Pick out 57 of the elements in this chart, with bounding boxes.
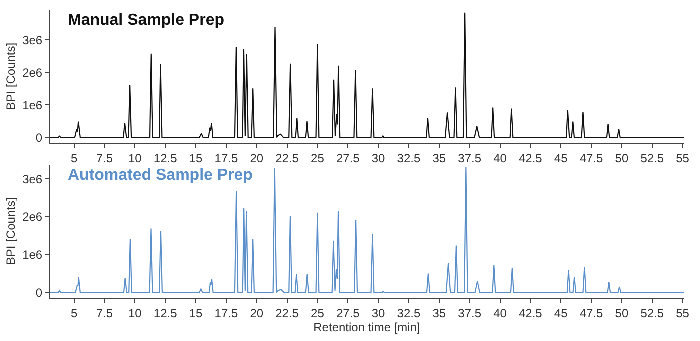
x-tick-label: 42.5 [518, 306, 543, 320]
x-tick-label: 17.5 [214, 306, 238, 320]
x-tick-label: 50 [615, 152, 629, 166]
x-tick-label: 40 [494, 152, 508, 166]
x-tick-label: 45 [554, 152, 568, 166]
x-tick-label: 42.5 [518, 152, 543, 166]
x-tick-label: 25 [311, 306, 325, 320]
x-tick-label: 55 [676, 306, 690, 320]
line-series [50, 12, 684, 138]
x-tick-label: 37.5 [458, 306, 482, 320]
y-axis-title: BPI [Counts] [4, 198, 18, 266]
x-tick-label: 15 [189, 152, 204, 166]
x-tick-label: 17.5 [214, 152, 238, 166]
x-tick-label: 10 [128, 306, 142, 320]
x-tick-label: 32.5 [397, 152, 421, 166]
x-tick-label: 12.5 [154, 152, 178, 166]
x-axis-title: Retention time [min] [314, 320, 420, 334]
x-tick-label: 30 [372, 152, 386, 166]
x-tick-label: 12.5 [154, 306, 178, 320]
x-tick-label: 5 [70, 152, 78, 166]
x-tick-label: 50 [615, 306, 629, 320]
y-tick-label: 0 [36, 130, 43, 145]
y-tick-label: 2e6 [22, 210, 43, 224]
x-tick-label: 52.5 [640, 306, 664, 320]
x-tick-label: 20 [250, 152, 264, 166]
x-tick-label: 47.5 [580, 306, 604, 320]
x-tick-label: 7.5 [96, 306, 114, 320]
x-tick-label: 35 [432, 152, 446, 166]
y-tick-label: 1e6 [22, 248, 43, 262]
x-tick-label: 52.5 [640, 152, 664, 166]
x-tick-label: 15 [189, 306, 204, 320]
x-tick-label: 20 [250, 306, 264, 320]
y-tick-label: 3e6 [22, 172, 43, 186]
x-tick-label: 10 [128, 152, 142, 166]
chart-title: Automated Sample Prep [68, 167, 254, 184]
y-tick-label: 2e6 [22, 66, 43, 80]
x-tick-label: 32.5 [397, 306, 421, 320]
x-tick-label: 40 [494, 306, 508, 320]
line-series [50, 166, 684, 294]
x-tick-label: 47.5 [580, 152, 604, 166]
x-tick-label: 25 [311, 152, 325, 166]
x-tick-label: 30 [372, 306, 386, 320]
y-tick-label: 1e6 [22, 98, 43, 112]
x-tick-label: 7.5 [96, 152, 114, 166]
x-tick-label: 37.5 [458, 152, 482, 166]
x-tick-label: 5 [70, 306, 78, 320]
chart-title: Manual Sample Prep [68, 12, 225, 29]
y-tick-label: 3e6 [22, 33, 43, 48]
x-tick-label: 55 [676, 152, 690, 166]
x-tick-label: 45 [554, 306, 568, 320]
x-tick-label: 27.5 [336, 306, 360, 320]
x-tick-label: 22.5 [276, 152, 300, 166]
y-tick-label: 0 [36, 286, 43, 300]
y-axis-title: BPI [Counts] [4, 42, 18, 110]
x-tick-label: 35 [432, 306, 446, 320]
x-tick-label: 27.5 [336, 152, 360, 166]
x-tick-label: 22.5 [276, 306, 300, 320]
